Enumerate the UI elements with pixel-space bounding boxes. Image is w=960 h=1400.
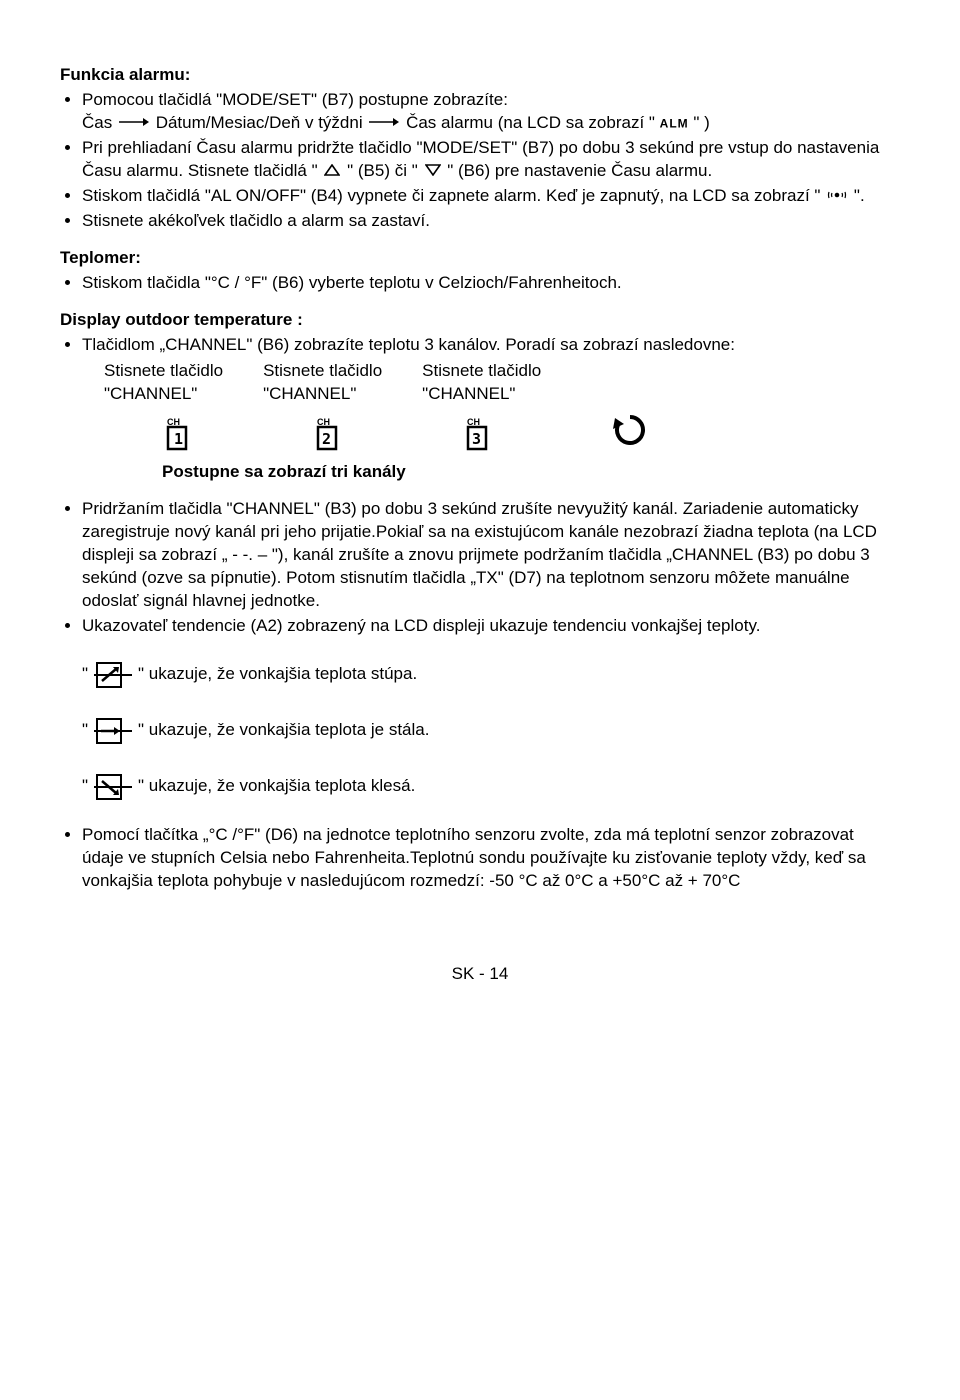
text: " [82, 663, 88, 686]
text: Tlačidlom „CHANNEL" (B6) zobrazíte teplo… [82, 335, 735, 354]
channel-col: Stisnete tlačidlo "CHANNEL" [422, 360, 541, 406]
text: Stisnete tlačidlo [104, 360, 223, 383]
list-item: Stiskom tlačidlá "AL ON/OFF" (B4) vypnet… [82, 185, 900, 208]
channel-row: Stisnete tlačidlo "CHANNEL" Stisnete tla… [104, 360, 900, 406]
channel-3-icon: CH 3 [462, 416, 492, 452]
alarm-list: Pomocou tlačidlá "MODE/SET" (B7) postupn… [60, 89, 900, 233]
triangle-up-icon [324, 160, 340, 183]
text: " ) [693, 113, 709, 132]
text: " (B5) či " [347, 161, 418, 180]
text: " ukazuje, že vonkajšia teplota stúpa. [138, 663, 417, 686]
channel-col: Stisnete tlačidlo "CHANNEL" [263, 360, 382, 406]
caption: Postupne sa zobrazí tri kanály [162, 461, 900, 484]
arrow-right-icon [369, 112, 399, 135]
page-footer: SK - 14 [60, 963, 900, 986]
arrow-right-icon [119, 112, 149, 135]
list-item: Stiskom tlačidla "°C / °F" (B6) vyberte … [82, 272, 900, 295]
text: " ukazuje, že vonkajšia teplota klesá. [138, 775, 415, 798]
list-item: Pri prehliadaní Času alarmu pridržte tla… [82, 137, 900, 183]
text: Dátum/Mesiac/Deň v týždni [156, 113, 363, 132]
svg-text:CH: CH [467, 417, 480, 427]
trend-up-icon [94, 656, 132, 694]
cycle-icon [612, 412, 648, 455]
triangle-down-icon [425, 160, 441, 183]
text: Stiskom tlačidlá "AL ON/OFF" (B4) vypnet… [82, 186, 820, 205]
list-item: Ukazovateľ tendencie (A2) zobrazený na L… [82, 615, 900, 638]
text: ". [854, 186, 865, 205]
list-item: Pomocí tlačítka „°C /°F" (D6) na jednotc… [82, 824, 900, 893]
list-item: Stisnete akékoľvek tlačidlo a alarm sa z… [82, 210, 900, 233]
svg-text:3: 3 [472, 430, 481, 448]
channel-2-icon: CH 2 [312, 416, 342, 452]
text: "CHANNEL" [104, 383, 223, 406]
section-heading: Funkcia alarmu: [60, 64, 900, 87]
trend-flat-row: " " ukazuje, že vonkajšia teplota je stá… [82, 712, 900, 750]
text: Pomocou tlačidlá "MODE/SET" (B7) postupn… [82, 90, 508, 109]
alm-icon: ALM [660, 116, 689, 130]
channel-1-icon: CH 1 [162, 416, 192, 452]
svg-text:CH: CH [167, 417, 180, 427]
thermo-list: Stiskom tlačidla "°C / °F" (B6) vyberte … [60, 272, 900, 295]
text: Stisnete tlačidlo [422, 360, 541, 383]
trend-up-row: " " ukazuje, že vonkajšia teplota stúpa. [82, 656, 900, 694]
text: Čas alarmu (na LCD sa zobrazí " [406, 113, 655, 132]
svg-text:2: 2 [322, 430, 331, 448]
text: " (B6) pre nastavenie Času alarmu. [447, 161, 712, 180]
list-item: Tlačidlom „CHANNEL" (B6) zobrazíte teplo… [82, 334, 900, 485]
text: Stisnete tlačidlo [263, 360, 382, 383]
list-item: Pomocou tlačidlá "MODE/SET" (B7) postupn… [82, 89, 900, 135]
svg-text:CH: CH [317, 417, 330, 427]
alarm-wave-icon [827, 185, 847, 208]
channel-col: Stisnete tlačidlo "CHANNEL" [104, 360, 223, 406]
trend-flat-icon [94, 712, 132, 750]
section-heading: Display outdoor temperature : [60, 309, 900, 332]
trend-down-icon [94, 768, 132, 806]
trend-down-row: " " ukazuje, že vonkajšia teplota klesá. [82, 768, 900, 806]
outdoor-list: Tlačidlom „CHANNEL" (B6) zobrazíte teplo… [60, 334, 900, 638]
text: "CHANNEL" [263, 383, 382, 406]
list-item: Pridržaním tlačidla "CHANNEL" (B3) po do… [82, 498, 900, 613]
text: " [82, 775, 88, 798]
text: " ukazuje, že vonkajšia teplota je stála… [138, 719, 429, 742]
svg-text:1: 1 [174, 430, 183, 448]
text: Čas [82, 113, 112, 132]
outdoor-list-2: Pomocí tlačítka „°C /°F" (D6) na jednotc… [60, 824, 900, 893]
section-heading: Teplomer: [60, 247, 900, 270]
text: " [82, 719, 88, 742]
text: "CHANNEL" [422, 383, 541, 406]
lcd-icons-row: CH 1 CH 2 CH 3 [162, 412, 900, 455]
